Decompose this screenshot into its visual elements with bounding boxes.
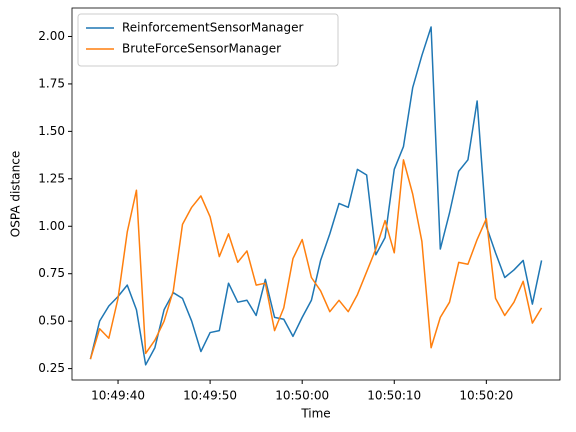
y-tick-label: 1.50 <box>38 124 65 138</box>
y-tick-label: 1.25 <box>38 171 65 185</box>
y-tick-label: 0.75 <box>38 266 65 280</box>
legend-box <box>77 13 339 67</box>
series-line <box>89 159 543 360</box>
x-axis-label: Time <box>300 407 330 421</box>
y-tick-label: 1.00 <box>38 219 65 233</box>
axes-frame <box>71 7 561 381</box>
x-tick-label: 10:50:00 <box>275 389 329 403</box>
x-tick-label: 10:50:20 <box>459 389 513 403</box>
y-axis-label: OSPA distance <box>9 151 23 237</box>
y-tick-label: 2.00 <box>38 29 65 43</box>
x-tick-label: 10:49:50 <box>183 389 237 403</box>
series-line <box>89 26 543 366</box>
x-tick-label: 10:50:10 <box>367 389 421 403</box>
x-tick-label: 10:49:40 <box>91 389 145 403</box>
y-tick-label: 0.50 <box>38 314 65 328</box>
y-tick-label: 1.75 <box>38 76 65 90</box>
legend-label: BruteForceSensorManager <box>122 42 281 56</box>
y-tick-label: 0.25 <box>38 361 65 375</box>
legend-label: ReinforcementSensorManager <box>122 21 304 35</box>
